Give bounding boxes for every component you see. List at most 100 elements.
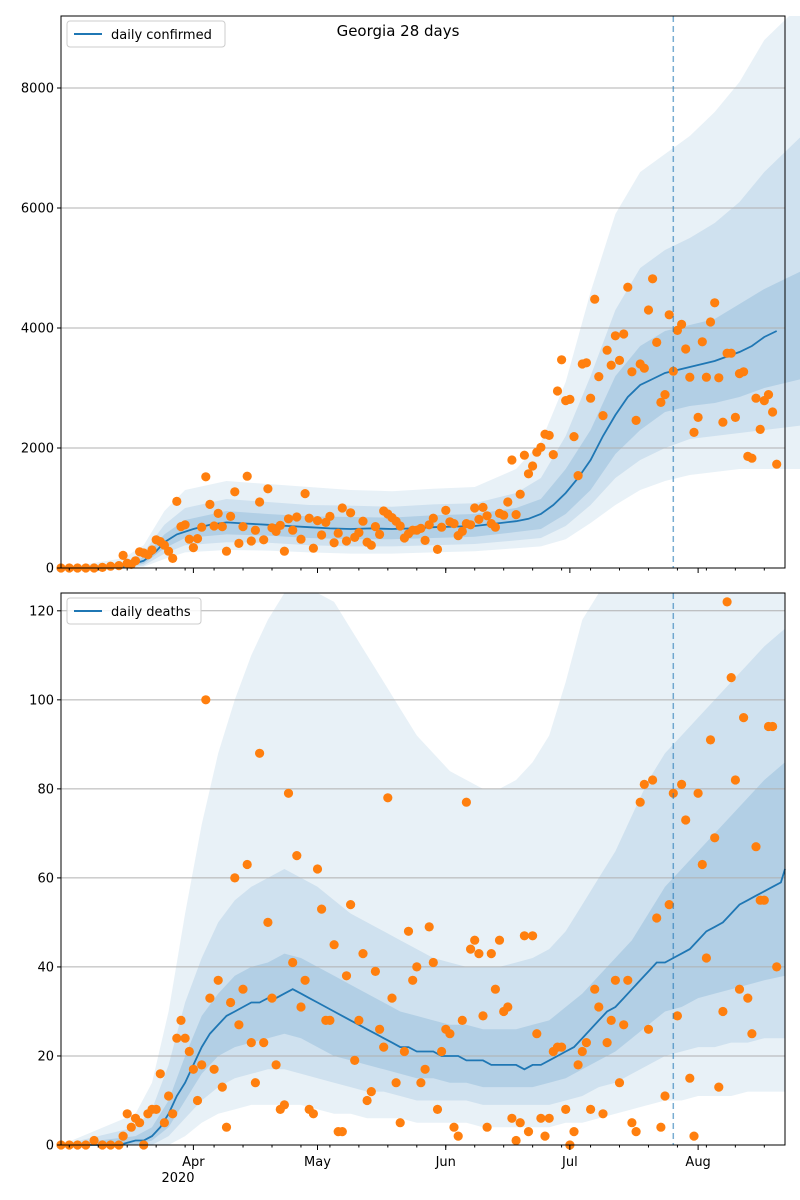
observed-point xyxy=(325,1015,335,1025)
observed-point xyxy=(528,931,538,941)
observed-point xyxy=(619,329,629,339)
observed-point xyxy=(470,935,480,945)
legend[interactable]: daily confirmed xyxy=(66,20,226,48)
observed-point xyxy=(768,407,778,417)
observed-point xyxy=(329,538,339,548)
observed-point xyxy=(317,904,327,914)
observed-point xyxy=(325,511,335,521)
observed-point xyxy=(362,1095,372,1106)
observed-point xyxy=(329,940,339,950)
observed-point xyxy=(354,1015,364,1025)
observed-point xyxy=(652,337,662,347)
observed-point xyxy=(263,917,273,928)
observed-point xyxy=(238,984,248,994)
observed-point xyxy=(234,1020,244,1030)
observed-point xyxy=(681,815,691,825)
observed-point xyxy=(536,442,546,452)
observed-point xyxy=(122,1109,132,1119)
observed-point xyxy=(689,427,699,437)
observed-point xyxy=(192,534,203,544)
observed-point xyxy=(118,1131,128,1141)
observed-point xyxy=(470,503,480,513)
observed-point xyxy=(172,496,182,506)
observed-point xyxy=(751,842,761,852)
observed-point xyxy=(230,487,240,497)
deaths-chart-panel: 0 20 40 60 80 100 120 Apr May Jun Jul Aug 2020 dail… xyxy=(29,592,786,1186)
observed-point xyxy=(308,1109,318,1119)
observed-point xyxy=(619,1020,629,1030)
observed-point xyxy=(130,556,141,566)
observed-point xyxy=(586,393,596,403)
observed-point xyxy=(515,489,525,499)
x-tick-label: Apr xyxy=(182,1155,205,1170)
observed-point xyxy=(660,1091,670,1101)
observed-point xyxy=(726,348,736,358)
observed-point xyxy=(164,546,174,556)
observed-point xyxy=(221,546,232,556)
observed-point xyxy=(118,550,128,561)
observed-point xyxy=(242,859,252,870)
observed-point xyxy=(283,514,294,524)
observed-point xyxy=(598,1109,608,1119)
observed-point xyxy=(308,543,318,553)
observed-point xyxy=(155,1069,165,1079)
observed-point xyxy=(614,355,625,365)
observed-point xyxy=(317,530,327,540)
y-tick-label: 120 xyxy=(29,604,54,619)
axes: 0 2000 4000 6000 8000 xyxy=(21,15,786,577)
observed-point xyxy=(201,472,211,482)
observed-point xyxy=(734,984,745,994)
observed-point xyxy=(279,546,289,556)
observed-point xyxy=(631,415,641,425)
observed-point xyxy=(453,1131,463,1141)
median-line xyxy=(61,868,786,1146)
observed-point xyxy=(159,1118,169,1128)
observed-point xyxy=(519,450,530,460)
observed-point xyxy=(168,1109,178,1119)
observed-point xyxy=(395,521,405,531)
observed-point xyxy=(188,543,198,553)
observed-point xyxy=(730,412,741,422)
observed-point xyxy=(350,1055,360,1065)
x-tick-label: Jul xyxy=(561,1155,578,1170)
observed-point xyxy=(672,1011,683,1021)
observed-point xyxy=(772,962,782,972)
observed-point xyxy=(610,975,621,985)
observed-point xyxy=(180,520,190,530)
observed-point xyxy=(337,503,347,513)
observed-point xyxy=(242,471,252,481)
observed-point xyxy=(246,536,256,546)
observed-point xyxy=(449,1122,459,1132)
observed-point xyxy=(292,851,302,861)
legend[interactable]: daily deaths xyxy=(66,597,202,625)
observed-point xyxy=(523,469,534,479)
observed-point xyxy=(606,1015,616,1025)
observed-point xyxy=(523,1127,534,1137)
observed-point xyxy=(180,1033,190,1043)
observed-point xyxy=(346,900,356,910)
observed-point xyxy=(358,516,368,526)
observed-point xyxy=(482,1122,492,1132)
observed-point xyxy=(490,522,500,532)
observed-point xyxy=(701,372,712,382)
observed-point xyxy=(747,1029,757,1039)
observed-point xyxy=(255,748,265,758)
observed-point xyxy=(577,1046,587,1057)
y-tick-label: 40 xyxy=(37,960,54,975)
observed-point xyxy=(478,1011,488,1021)
observed-point xyxy=(664,310,674,320)
observed-point xyxy=(263,484,273,494)
observed-point xyxy=(234,538,244,549)
observed-point xyxy=(213,975,223,985)
observed-point xyxy=(643,1024,654,1034)
observed-point xyxy=(714,373,724,383)
observed-point xyxy=(395,1118,405,1128)
observed-point xyxy=(184,1046,194,1057)
observed-point xyxy=(205,499,215,509)
observed-point xyxy=(726,673,736,683)
observed-point xyxy=(184,534,194,544)
observed-point xyxy=(259,535,269,545)
observed-point xyxy=(743,993,753,1003)
observed-point xyxy=(192,1095,203,1106)
observed-point xyxy=(226,511,236,521)
